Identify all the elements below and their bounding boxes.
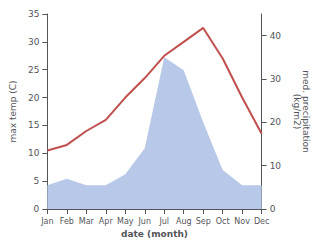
svg-text:Mar: Mar bbox=[79, 217, 95, 226]
svg-text:10: 10 bbox=[270, 161, 282, 171]
svg-text:med. precipitation: med. precipitation bbox=[300, 70, 311, 153]
svg-text:20: 20 bbox=[28, 93, 40, 103]
svg-text:25: 25 bbox=[28, 65, 39, 75]
svg-text:0: 0 bbox=[270, 204, 276, 214]
svg-text:Jan: Jan bbox=[40, 217, 53, 226]
svg-text:30: 30 bbox=[28, 37, 40, 47]
svg-text:Apr: Apr bbox=[99, 217, 114, 226]
svg-text:15: 15 bbox=[28, 120, 39, 130]
svg-text:5: 5 bbox=[34, 176, 40, 186]
svg-text:Jun: Jun bbox=[138, 217, 152, 226]
svg-text:0: 0 bbox=[34, 204, 40, 214]
svg-text:May: May bbox=[117, 217, 134, 226]
svg-text:(kg/m2): (kg/m2) bbox=[292, 94, 302, 129]
svg-text:max temp (C): max temp (C) bbox=[8, 80, 18, 142]
svg-text:Feb: Feb bbox=[60, 217, 74, 226]
svg-text:10: 10 bbox=[28, 148, 40, 158]
svg-text:40: 40 bbox=[270, 31, 282, 41]
svg-text:35: 35 bbox=[28, 9, 39, 19]
svg-text:Dec: Dec bbox=[254, 217, 269, 226]
svg-text:Nov: Nov bbox=[234, 217, 250, 226]
svg-text:20: 20 bbox=[270, 117, 282, 127]
svg-text:30: 30 bbox=[270, 74, 282, 84]
svg-text:Sep: Sep bbox=[196, 217, 211, 226]
svg-text:date (month): date (month) bbox=[121, 229, 188, 239]
svg-text:Aug: Aug bbox=[176, 217, 192, 226]
svg-text:Jul: Jul bbox=[158, 217, 169, 226]
svg-text:Oct: Oct bbox=[216, 217, 230, 226]
